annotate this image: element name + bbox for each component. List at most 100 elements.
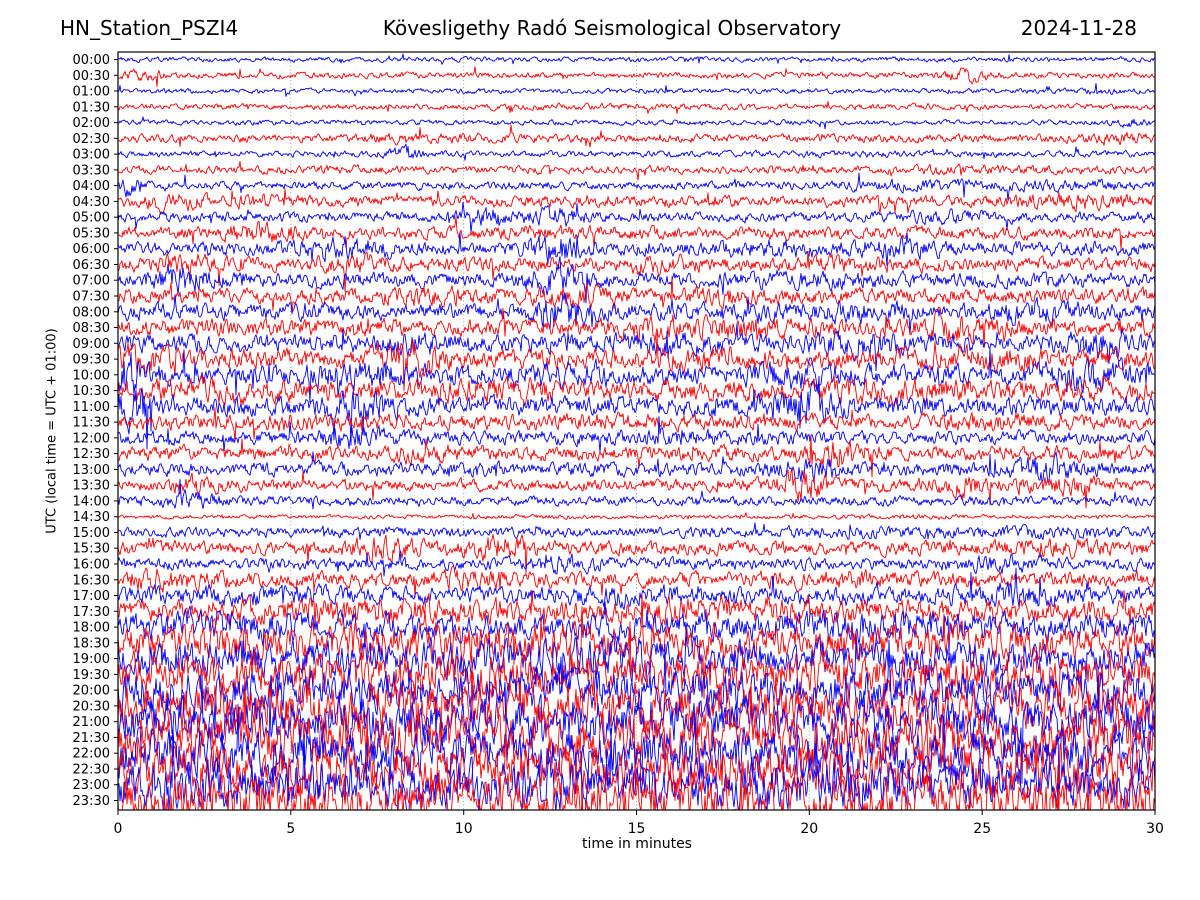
y-tick-label: 03:00: [73, 148, 110, 163]
trace-15:00: [118, 522, 1155, 541]
trace-14:30: [118, 512, 1155, 521]
trace-09:00: [118, 323, 1155, 372]
trace-21:00: [118, 666, 1155, 784]
y-tick-label: 22:00: [73, 747, 110, 762]
trace-03:30: [118, 161, 1155, 181]
y-tick-label: 09:30: [73, 353, 110, 368]
trace-17:00: [118, 567, 1155, 610]
x-tick-label: 20: [800, 821, 818, 837]
y-tick-label: 01:00: [73, 85, 110, 100]
y-tick-label: 06:00: [73, 242, 110, 257]
y-tick-label: 14:00: [73, 494, 110, 509]
trace-05:30: [118, 216, 1155, 250]
title-row: HN_Station_PSZI4 Kövesligethy Radó Seism…: [0, 16, 1200, 42]
y-tick-label: 21:00: [73, 715, 110, 730]
y-tick-label: 12:30: [73, 447, 110, 462]
trace-20:00: [118, 639, 1155, 739]
trace-06:00: [118, 231, 1155, 267]
x-axis: 0 5 10 15 20 25 30: [114, 810, 1164, 837]
trace-08:30: [118, 306, 1155, 348]
y-tick-label: 03:30: [73, 163, 110, 178]
y-tick-label: 11:30: [73, 416, 110, 431]
y-tick-label: 22:30: [73, 763, 110, 778]
y-tick-label: 04:00: [73, 179, 110, 194]
y-axis-title: UTC (local time = UTC + 01:00): [44, 328, 60, 534]
y-tick-label: 23:00: [73, 778, 110, 793]
x-tick-label: 25: [973, 821, 991, 837]
y-tick-label: 17:30: [73, 605, 110, 620]
trace-16:30: [118, 565, 1155, 598]
trace-12:00: [118, 416, 1155, 453]
date-title: 2024-11-28: [1020, 16, 1137, 40]
trace-08:00: [118, 292, 1155, 335]
trace-07:00: [118, 256, 1155, 304]
trace-10:00: [118, 347, 1155, 403]
trace-14:00: [118, 478, 1155, 510]
trace-04:00: [118, 172, 1155, 202]
y-tick-label: 13:30: [73, 479, 110, 494]
trace-02:30: [118, 124, 1155, 148]
y-axis: 00:0000:3001:0001:3002:0002:3003:0003:30…: [73, 53, 118, 809]
y-tick-label: 02:30: [73, 132, 110, 147]
y-tick-label: 21:30: [73, 731, 110, 746]
y-tick-label: 07:00: [73, 274, 110, 289]
trace-05:00: [118, 201, 1155, 234]
trace-03:00: [118, 143, 1155, 161]
y-tick-label: 09:00: [73, 337, 110, 352]
trace-12:30: [118, 436, 1155, 478]
y-tick-label: 08:30: [73, 321, 110, 336]
y-tick-label: 18:00: [73, 621, 110, 636]
x-tick-label: 0: [114, 821, 123, 837]
y-tick-label: 12:00: [73, 431, 110, 446]
y-tick-label: 20:30: [73, 699, 110, 714]
trace-04:30: [118, 188, 1155, 215]
trace-01:30: [118, 100, 1155, 115]
y-tick-label: 04:30: [73, 195, 110, 210]
trace-00:30: [118, 66, 1155, 88]
x-tick-label: 30: [1146, 821, 1164, 837]
y-tick-label: 16:00: [73, 558, 110, 573]
trace-13:30: [118, 469, 1155, 509]
x-axis-title: time in minutes: [582, 836, 692, 852]
trace-06:30: [118, 250, 1155, 292]
trace-22:00: [118, 704, 1155, 807]
y-tick-label: 18:30: [73, 636, 110, 651]
trace-17:30: [118, 589, 1155, 627]
y-tick-label: 23:30: [73, 794, 110, 809]
y-tick-label: 00:00: [73, 53, 110, 68]
trace-11:00: [118, 375, 1155, 450]
x-tick-label: 15: [628, 821, 646, 837]
y-tick-label: 20:00: [73, 684, 110, 699]
y-tick-label: 10:30: [73, 384, 110, 399]
y-tick-label: 15:00: [73, 526, 110, 541]
trace-00:00: [118, 53, 1155, 65]
trace-11:30: [118, 407, 1155, 443]
trace-15:30: [118, 534, 1155, 574]
y-tick-label: 10:00: [73, 368, 110, 383]
y-tick-label: 17:00: [73, 589, 110, 604]
y-tick-label: 02:00: [73, 116, 110, 131]
y-tick-label: 00:30: [73, 69, 110, 84]
y-tick-label: 07:30: [73, 290, 110, 305]
trace-23:30: [118, 757, 1155, 810]
y-tick-label: 11:00: [73, 400, 110, 415]
trace-13:00: [118, 451, 1155, 484]
y-tick-label: 08:00: [73, 305, 110, 320]
y-tick-label: 05:30: [73, 226, 110, 241]
y-tick-label: 16:30: [73, 573, 110, 588]
y-tick-label: 19:30: [73, 668, 110, 683]
y-tick-label: 15:30: [73, 542, 110, 557]
y-tick-label: 01:30: [73, 100, 110, 115]
station-title: HN_Station_PSZI4: [60, 16, 239, 40]
trace-07:30: [118, 276, 1155, 315]
x-tick-label: 5: [286, 821, 295, 837]
x-tick-label: 10: [455, 821, 473, 837]
y-tick-label: 14:30: [73, 510, 110, 525]
observatory-title: Kövesligethy Radó Seismological Observat…: [382, 16, 842, 40]
trace-02:00: [118, 116, 1155, 130]
y-tick-label: 05:00: [73, 211, 110, 226]
trace-10:30: [118, 375, 1155, 408]
y-tick-label: 06:30: [73, 258, 110, 273]
